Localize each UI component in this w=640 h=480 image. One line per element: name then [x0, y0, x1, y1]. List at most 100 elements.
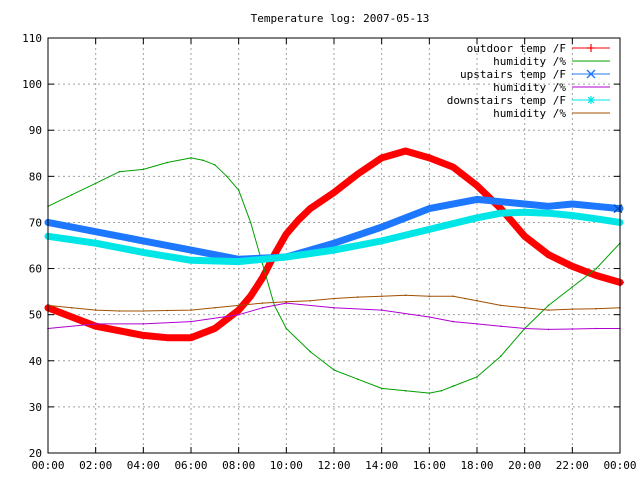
series-6: [47, 294, 621, 312]
data-point: [380, 225, 384, 229]
data-point: [427, 227, 431, 231]
data-point: [189, 336, 193, 340]
data-point: [476, 300, 478, 302]
data-point: [547, 304, 550, 307]
y-tick-label: 90: [29, 124, 42, 137]
data-point: [380, 239, 384, 243]
data-point: [476, 376, 478, 378]
legend-label: humidity /%: [493, 107, 566, 120]
series-layer: [44, 147, 624, 394]
data-point: [166, 161, 168, 164]
data-point: [94, 182, 97, 185]
data-point: [571, 328, 574, 330]
data-point: [499, 200, 503, 204]
data-point: [309, 300, 312, 302]
data-point: [500, 355, 502, 358]
y-tick-label: 20: [29, 447, 42, 460]
data-point: [190, 309, 192, 311]
data-point: [189, 258, 193, 262]
data-point: [595, 307, 597, 310]
data-point: [404, 149, 407, 153]
x-tick-label: 06:00: [174, 459, 207, 472]
data-point: [237, 304, 240, 307]
data-point: [261, 263, 264, 265]
data-point: [214, 307, 216, 309]
data-point: [380, 295, 383, 298]
data-point: [523, 327, 526, 330]
data-point: [547, 204, 550, 208]
data-point: [428, 316, 431, 318]
data-point: [141, 250, 145, 254]
data-point: [285, 302, 288, 304]
x-tick-label: 18:00: [460, 459, 493, 472]
data-point: [225, 317, 229, 321]
data-point: [440, 390, 443, 392]
data-point: [285, 327, 288, 330]
data-point: [332, 241, 336, 245]
data-point: [249, 294, 253, 298]
data-point: [404, 390, 407, 392]
series-line: [47, 294, 621, 312]
legend-label: outdoor temp /F: [467, 42, 566, 55]
data-point: [475, 197, 479, 201]
data-point: [141, 333, 145, 337]
data-point: [308, 207, 312, 211]
data-point: [237, 260, 241, 264]
data-point: [404, 294, 407, 297]
data-point: [452, 385, 455, 387]
data-point: [285, 301, 288, 303]
data-point: [547, 211, 550, 215]
x-tick-label: 00:00: [31, 459, 64, 472]
data-point: [594, 217, 598, 221]
data-point: [202, 159, 204, 161]
data-point: [475, 216, 479, 220]
data-point: [214, 164, 216, 166]
data-point: [570, 264, 574, 268]
data-point: [71, 307, 73, 309]
data-point: [94, 324, 98, 328]
y-tick-label: 50: [29, 309, 42, 322]
data-point: [94, 241, 98, 245]
data-point: [249, 221, 252, 224]
data-point: [70, 315, 74, 319]
y-tick-label: 70: [29, 216, 42, 229]
data-point: [428, 295, 431, 298]
data-point: [547, 328, 550, 331]
data-point: [309, 350, 312, 353]
series-4: [47, 302, 621, 331]
x-tick-label: 04:00: [127, 459, 160, 472]
data-point: [570, 214, 574, 217]
data-point: [261, 302, 264, 304]
data-point: [523, 210, 527, 214]
grid-layer: [48, 38, 620, 453]
data-point: [570, 202, 574, 206]
data-point: [237, 313, 240, 316]
data-point: [356, 172, 360, 176]
data-point: [451, 165, 455, 169]
data-point: [452, 295, 455, 298]
end-marker: [613, 204, 623, 214]
series-1: [44, 147, 624, 342]
data-point: [94, 309, 97, 311]
y-tick-label: 40: [29, 355, 42, 368]
legend-marker: [586, 69, 596, 79]
data-point: [189, 248, 193, 252]
data-point: [333, 297, 335, 300]
data-point: [523, 307, 526, 309]
data-point: [332, 191, 336, 194]
y-tick-label: 100: [22, 78, 42, 91]
series-line: [44, 208, 624, 266]
legend-marker: [587, 44, 595, 52]
data-point: [190, 320, 192, 323]
data-point: [237, 189, 240, 191]
legend-marker: [587, 96, 595, 104]
chart-title: Temperature log: 2007-05-13: [251, 12, 430, 25]
data-point: [427, 156, 431, 160]
data-point: [142, 168, 145, 171]
data-point: [333, 369, 335, 371]
data-point: [213, 327, 217, 330]
data-point: [571, 308, 574, 310]
data-point: [523, 234, 527, 238]
data-point: [118, 329, 121, 333]
